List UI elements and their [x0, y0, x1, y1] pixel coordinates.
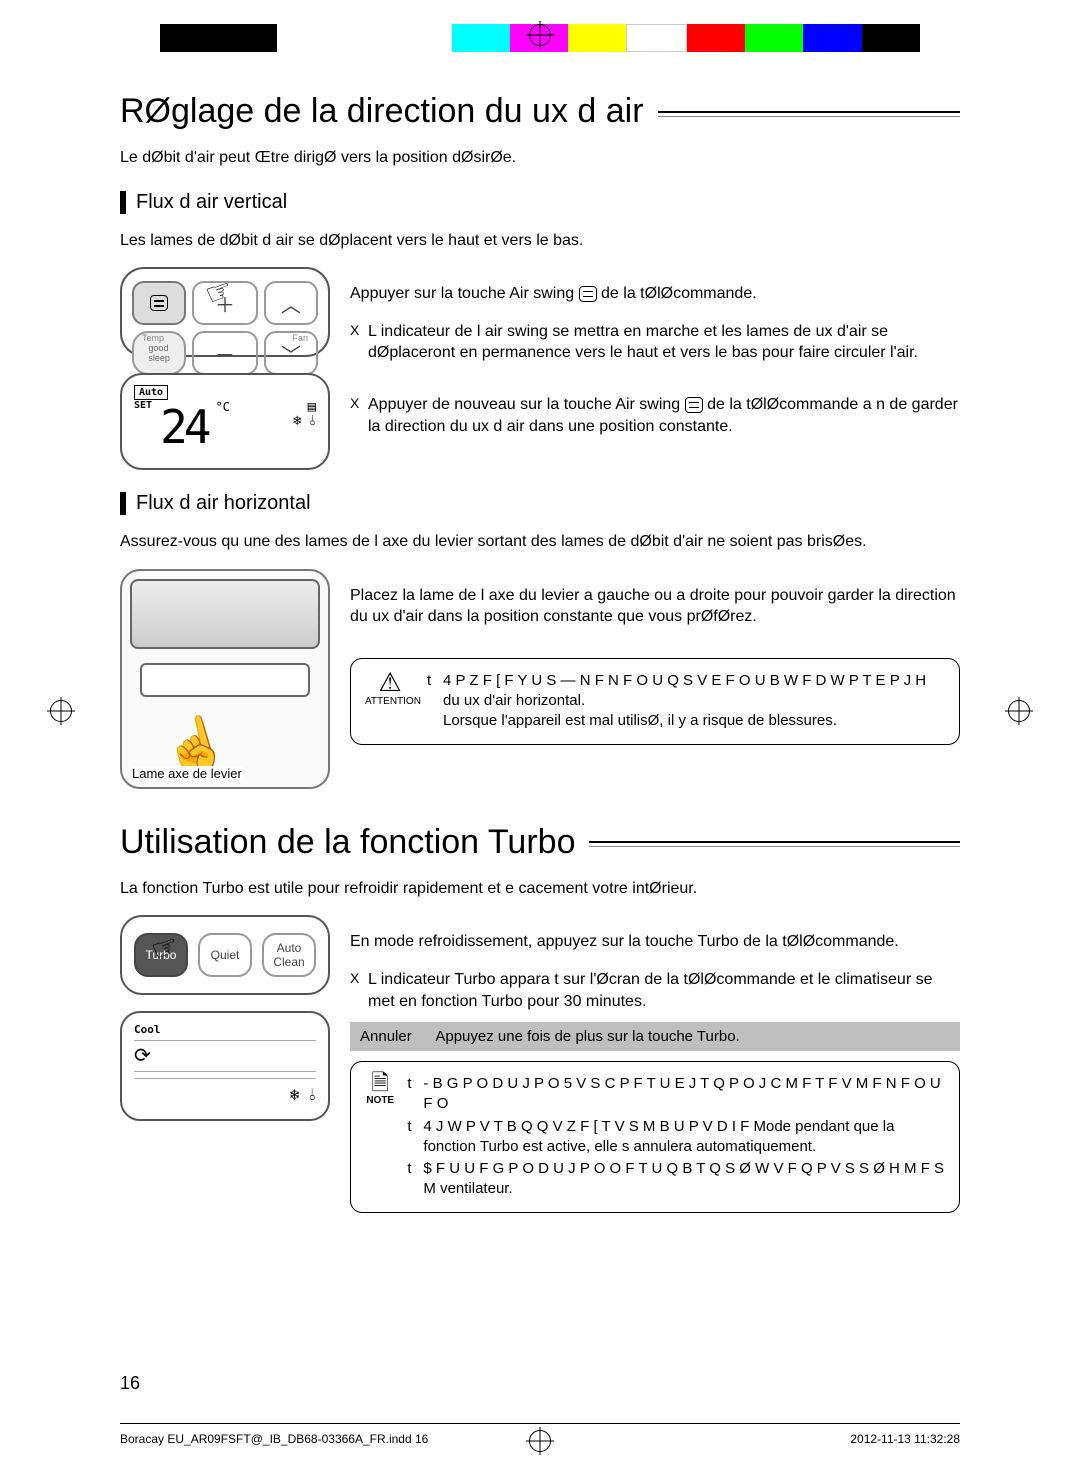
note-callout: 🗎 NOTE - B G P O D U J P O 5 V S C P F T…	[350, 1061, 960, 1213]
turbo-wave-icon: ⟳	[134, 1045, 316, 1065]
section-heading-turbo: Utilisation de la fonction Turbo	[120, 823, 960, 862]
remote-lcd-turbo: Cool ⟳ ❄ ⫰	[120, 1011, 330, 1121]
note-icon: 🗎	[365, 1072, 395, 1094]
footer-rule	[120, 1423, 960, 1424]
fan-up-button[interactable]: ︿	[264, 281, 318, 325]
vertical-instructions: Appuyer sur la touche Air swing de la tØ…	[350, 267, 960, 443]
swing-icon	[685, 397, 703, 413]
section-title: Utilisation de la fonction Turbo	[120, 823, 575, 862]
turbo-step: En mode refroidissement, appuyez sur la …	[350, 931, 960, 953]
section-heading-airflow: RØglage de la direction du ux d air	[120, 92, 960, 131]
vertical-step1: Appuyer sur la touche Air swing de la tØ…	[350, 283, 960, 305]
vertical-lead: Les lames de dØbit d air se dØplacent ve…	[120, 230, 960, 252]
turbo-remote-column: Turbo Quiet Auto Clean ☞ Cool ⟳ ❄ ⫰	[120, 915, 330, 1121]
swing-icon	[579, 286, 597, 302]
note-label: NOTE	[365, 1094, 395, 1108]
vertical-bullet-1: L indicateur de l air swing se mettra en…	[350, 321, 960, 364]
note-item: - B G P O D U J P O 5 V S C P F T U E J …	[407, 1074, 945, 1115]
remote-turbo-panel: Turbo Quiet Auto Clean ☞	[120, 915, 330, 995]
turbo-instructions: En mode refroidissement, appuyez sur la …	[350, 915, 960, 1212]
horizontal-instructions: Placez la lame de l axe du levier a gauc…	[350, 569, 960, 745]
temp-down-button[interactable]: －	[192, 331, 257, 375]
crosshair-icon	[1008, 700, 1030, 722]
attention-label: ATTENTION	[365, 695, 415, 709]
auto-clean-button[interactable]: Auto Clean	[262, 933, 316, 977]
illustration-caption: Lame axe de levier	[132, 766, 242, 781]
attention-callout: ⚠ ATTENTION 4 P Z F [ F Y U S — N F N F …	[350, 658, 960, 745]
note-item: 4 J W P V T B Q Q V Z F [ T V S M B U P …	[407, 1117, 945, 1158]
horizontal-lead: Assurez-vous qu une des lames de l axe d…	[120, 531, 960, 553]
cancel-bar: Annuler Appuyez une fois de plus sur la …	[350, 1022, 960, 1051]
lcd-mode: Cool	[134, 1023, 316, 1041]
turbo-button[interactable]: Turbo	[134, 933, 188, 977]
lcd-fan-bars: ❄ ⫰	[134, 1085, 316, 1105]
plus-icon: ＋	[215, 289, 235, 318]
turbo-bullet: L indicateur Turbo appara t sur l'Øcran …	[350, 969, 960, 1012]
lcd-temperature: 24	[160, 400, 207, 454]
crosshair-icon	[529, 24, 551, 46]
fan-down-button[interactable]: ﹀	[264, 331, 318, 375]
footer-timestamp: 2012-11-13 11:32:28	[850, 1432, 960, 1446]
page-number: 16	[120, 1373, 140, 1394]
page-content: RØglage de la direction du ux d air Le d…	[120, 82, 960, 1394]
lcd-set-label: SET	[134, 400, 152, 411]
attention-item: 4 P Z F [ F Y U S — N F N F O U Q S V E …	[427, 671, 945, 732]
quiet-button[interactable]: Quiet	[198, 933, 252, 977]
swing-icon	[150, 295, 168, 311]
vertical-bullet-2: Appuyer de nouveau sur la touche Air swi…	[350, 394, 960, 437]
chevron-down-icon: ﹀	[281, 339, 301, 368]
minus-icon: －	[215, 339, 235, 368]
crosshair-icon	[50, 700, 72, 722]
lcd-mode-badge: Auto	[134, 385, 168, 400]
lcd-status-icons: ▤❄ ⫰	[293, 400, 316, 428]
cancel-label: Annuler	[360, 1028, 432, 1045]
section-title: RØglage de la direction du ux d air	[120, 92, 644, 131]
note-item: $ F U U F G P O D U J P O O F T U Q B T …	[407, 1159, 945, 1200]
warning-icon: ⚠	[365, 669, 415, 695]
ac-unit-illustration: ☝ Lame axe de levier	[120, 569, 330, 789]
section2-intro: La fonction Turbo est utile pour refroid…	[120, 878, 960, 900]
subhead-vertical: Flux d air vertical	[120, 191, 960, 214]
remote-lcd: Auto SET 24 °C ▤❄ ⫰	[120, 373, 330, 470]
subhead-horizontal: Flux d air horizontal	[120, 492, 960, 515]
cancel-text: Appuyez une fois de plus sur la touche T…	[435, 1028, 739, 1045]
heading-rule	[589, 841, 960, 843]
section1-intro: Le dØbit d'air peut Œtre dirigØ vers la …	[120, 147, 960, 169]
lcd-unit: °C	[215, 400, 229, 414]
heading-rule	[658, 111, 960, 113]
footer-filename: Boracay EU_AR09FSFT@_IB_DB68-03366A_FR.i…	[120, 1432, 428, 1446]
air-swing-button[interactable]	[132, 281, 186, 325]
chevron-up-icon: ︿	[281, 289, 301, 318]
horizontal-step: Placez la lame de l axe du levier a gauc…	[350, 585, 960, 628]
good-sleep-button[interactable]: good sleep	[132, 331, 186, 375]
remote-swing-panel: ＋ ︿ － good sleep ﹀ Temp Fan ☞	[120, 267, 330, 357]
crosshair-icon	[529, 1430, 551, 1452]
temp-up-button[interactable]: ＋	[192, 281, 257, 325]
remote-illustration-column: ＋ ︿ － good sleep ﹀ Temp Fan ☞ Auto	[120, 267, 330, 470]
